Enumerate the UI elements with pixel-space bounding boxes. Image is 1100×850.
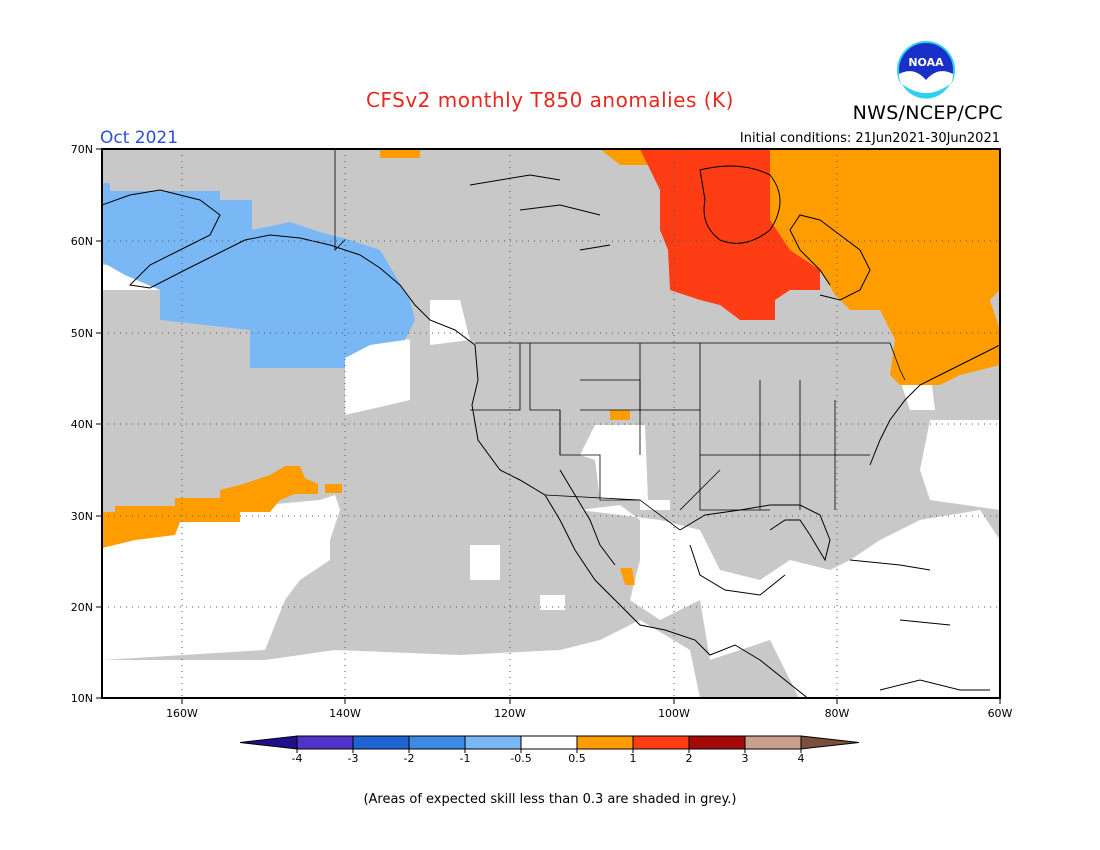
lon-label: 80W (825, 707, 850, 720)
noaa-logo: NOAA (896, 40, 956, 101)
axis-ticks (96, 148, 1001, 704)
negative-anomaly-region (102, 183, 415, 368)
colorbar-label: -0.5 (510, 752, 531, 765)
positive-anomaly-hudson-bay (640, 149, 820, 320)
lat-label: 70N (71, 143, 93, 156)
colorbar-segment (464, 735, 522, 750)
lon-label: 160W (166, 707, 198, 720)
lon-label: 100W (658, 707, 690, 720)
colorbar-label: -2 (404, 752, 415, 765)
latitude-labels: 70N 60N 50N 40N 30N 20N 10N (71, 143, 93, 705)
colorbar-segment (352, 735, 410, 750)
initial-conditions-label: Initial conditions: 21Jun2021-30Jun2021 (739, 131, 1000, 146)
positive-anomaly-east-canada (770, 149, 1000, 385)
lat-label: 50N (71, 327, 93, 340)
lon-label: 140W (329, 707, 361, 720)
colorbar-segment (632, 735, 690, 750)
lon-label: 60W (988, 707, 1013, 720)
lat-label: 10N (71, 692, 93, 705)
colorbar-labels: -4 -3 -2 -1 -0.5 0.5 1 2 3 4 (292, 752, 805, 765)
colorbar-label: 4 (798, 752, 805, 765)
colorbar-segment (800, 735, 860, 750)
colorbar-segment (520, 735, 578, 750)
coastlines (102, 165, 1000, 698)
colorbar-label: -1 (460, 752, 471, 765)
colorbar-label: 1 (630, 752, 637, 765)
colorbar-segment (576, 735, 634, 750)
footnote: (Areas of expected skill less than 0.3 a… (363, 792, 737, 807)
colorbar-label: -3 (348, 752, 359, 765)
colorbar-label: 0.5 (568, 752, 586, 765)
agency-label: NWS/NCEP/CPC (852, 102, 1003, 124)
longitude-labels: 160W 140W 120W 100W 80W 60W (166, 707, 1012, 720)
colorbar-segment (239, 735, 298, 750)
colorbar (239, 735, 860, 753)
lon-label: 120W (494, 707, 526, 720)
colorbar-segment (408, 735, 466, 750)
lat-label: 20N (71, 601, 93, 614)
lat-label: 40N (71, 418, 93, 431)
target-month-label: Oct 2021 (100, 128, 179, 148)
political-borders (334, 149, 906, 531)
colorbar-label: 2 (686, 752, 693, 765)
lat-label: 60N (71, 235, 93, 248)
colorbar-label: 3 (742, 752, 749, 765)
colorbar-segment (688, 735, 746, 750)
svg-text:NOAA: NOAA (908, 56, 944, 69)
map-shading (102, 149, 1000, 698)
positive-anomaly-pacific-band (102, 466, 318, 548)
colorbar-segment (296, 735, 354, 750)
colorbar-segment (744, 735, 802, 750)
map-title: CFSv2 monthly T850 anomalies (K) (366, 88, 734, 112)
colorbar-label: -4 (292, 752, 303, 765)
lat-label: 30N (71, 510, 93, 523)
